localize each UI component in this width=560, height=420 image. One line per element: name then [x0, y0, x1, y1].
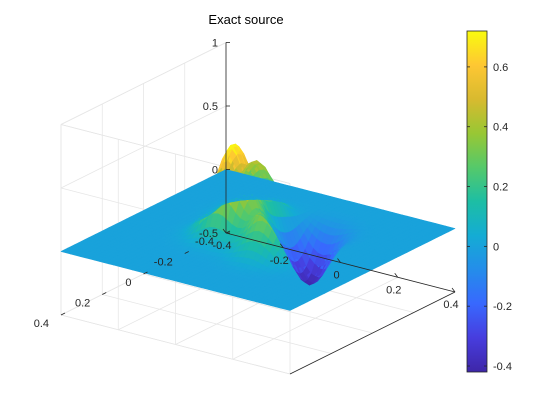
y-tick	[225, 230, 231, 234]
colorbar-tick-label: -0.2	[493, 301, 512, 313]
y-tick-label: -0.4	[195, 236, 214, 248]
colorbar-tick-label: 0	[493, 241, 499, 253]
z-tick-label: 0.5	[203, 101, 218, 113]
colorbar: -0.4 -0.2 0 0.2 0.4 0.6	[466, 30, 512, 373]
axis-ticks: -0.5 0 0.5 1 -0.4 -0.2 0 0.2 0.4 -0.4 -0.2 0 0.2 0.4	[34, 38, 459, 331]
surface-plot	[60, 143, 456, 311]
colorbar-tick-label: -0.4	[493, 361, 512, 373]
x-tick-label: 0.2	[386, 284, 401, 296]
x-tick	[394, 273, 399, 278]
y-tick	[184, 251, 189, 254]
surface-patch	[446, 226, 456, 231]
colorbar-ticks: -0.4 -0.2 0 0.2 0.4 0.6	[467, 62, 512, 373]
colorbar-tick-label: 0.6	[493, 62, 508, 74]
chart-title: Exact source	[208, 12, 283, 27]
x-tick	[451, 287, 456, 293]
z-tick-label: -0.5	[199, 228, 218, 240]
y-tick-label: 0.2	[75, 298, 90, 310]
x-tick-label: 0.4	[443, 299, 458, 311]
x-tick	[279, 243, 284, 248]
y-tick	[102, 292, 107, 295]
grid-line	[60, 42, 227, 125]
x-tick-label: -0.2	[270, 255, 289, 267]
z-tick-label: 1	[212, 38, 218, 50]
y-tick-label: -0.2	[154, 257, 173, 269]
grid-line	[102, 294, 332, 354]
grid-line	[60, 314, 291, 375]
grid-line	[143, 273, 373, 334]
x-tick-label: -0.4	[213, 240, 232, 252]
grid-line	[60, 105, 227, 189]
z-tick-label: 0	[212, 165, 218, 177]
y-tick-label: 0	[125, 277, 131, 289]
y-tick	[143, 271, 148, 275]
y-axis-line	[289, 291, 456, 375]
y-tick-label: 0.4	[34, 318, 49, 330]
y-tick	[60, 312, 66, 316]
x-tick	[222, 228, 227, 234]
colorbar-tick-label: 0.2	[493, 182, 508, 194]
colorbar-tick-label: 0.4	[493, 122, 508, 134]
colorbar-gradient	[466, 30, 488, 373]
x-tick-label: 0	[333, 270, 339, 282]
x-tick	[337, 258, 341, 263]
